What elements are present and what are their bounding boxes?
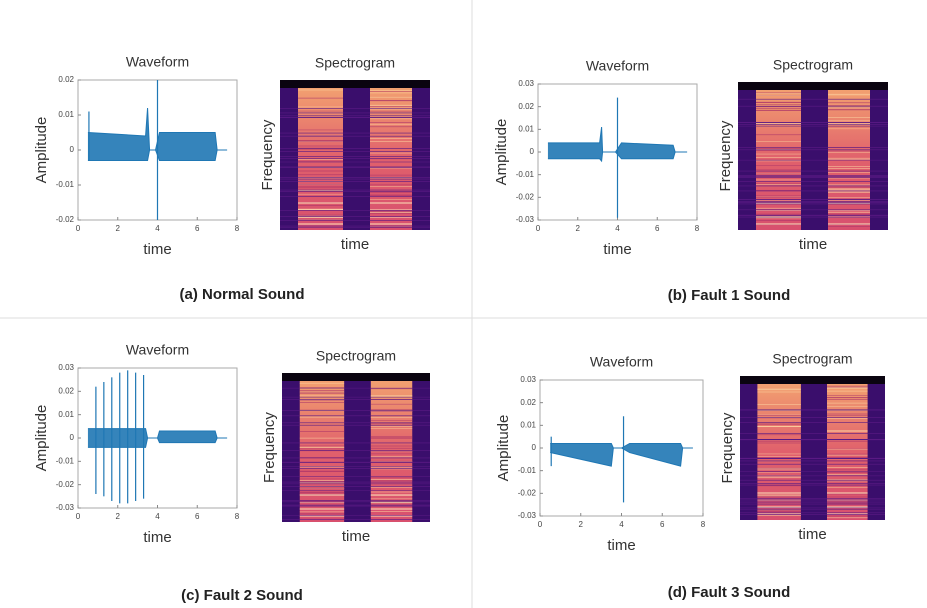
y-tick-label: -0.02 <box>56 480 75 489</box>
y-tick-label: 0.01 <box>58 110 74 119</box>
x-axis-label: time <box>603 241 631 258</box>
chart-title: Spectrogram <box>316 348 396 364</box>
chart-title: Waveform <box>126 54 189 70</box>
x-tick-label: 4 <box>155 512 160 521</box>
x-tick-label: 4 <box>155 224 160 233</box>
y-tick-label: 0 <box>532 443 537 452</box>
spectrogram-band <box>299 381 345 522</box>
y-tick-label: 0 <box>530 147 535 156</box>
y-tick-label: 0.02 <box>58 386 74 395</box>
x-axis-label: time <box>607 537 635 554</box>
waveform-envelope <box>550 447 693 467</box>
y-tick-label: 0 <box>70 433 75 442</box>
spectrogram-top <box>740 376 885 384</box>
y-tick-label: -0.02 <box>56 215 75 224</box>
x-axis-label: time <box>342 528 370 545</box>
x-tick-label: 0 <box>536 224 541 233</box>
chart-title: Spectrogram <box>315 55 395 71</box>
x-tick-label: 8 <box>695 224 700 233</box>
caption: (d) Fault 3 Sound <box>668 584 790 601</box>
waveform-band <box>550 443 693 467</box>
x-tick-label: 8 <box>235 512 240 521</box>
waveform-envelope <box>550 442 693 449</box>
caption: (c) Fault 2 Sound <box>181 587 303 604</box>
x-tick-label: 4 <box>615 224 620 233</box>
y-tick-label: 0.03 <box>58 363 74 372</box>
chart-title: Waveform <box>586 58 649 74</box>
waveform-envelope <box>87 428 228 439</box>
chart-title: Spectrogram <box>773 57 853 73</box>
y-tick-label: 0.01 <box>58 410 74 419</box>
x-axis-label: time <box>798 526 826 543</box>
y-tick-label: -0.01 <box>56 180 75 189</box>
waveform-envelope <box>87 437 228 448</box>
y-tick-label: 0.02 <box>520 398 536 407</box>
waveform-envelope <box>547 151 688 163</box>
y-tick-label: -0.02 <box>518 488 537 497</box>
y-tick-label: 0 <box>70 145 75 154</box>
y-tick-label: 0.02 <box>58 75 74 84</box>
y-axis-label: Frequency <box>259 119 276 190</box>
x-axis-label: time <box>341 236 369 253</box>
x-tick-label: 2 <box>116 224 121 233</box>
y-tick-label: -0.01 <box>516 170 535 179</box>
y-axis-label: Amplitude <box>495 415 512 482</box>
y-axis-label: Amplitude <box>33 405 50 472</box>
y-axis-label: Frequency <box>261 412 278 483</box>
spectrogram-top <box>738 82 888 90</box>
x-tick-label: 4 <box>619 520 624 529</box>
y-tick-label: 0.01 <box>520 420 536 429</box>
x-axis-label: time <box>143 529 171 546</box>
chart-title: Waveform <box>126 342 189 358</box>
x-tick-label: 0 <box>76 224 81 233</box>
x-tick-label: 2 <box>576 224 581 233</box>
y-tick-label: -0.03 <box>56 503 75 512</box>
caption: (b) Fault 1 Sound <box>668 287 790 304</box>
y-axis-label: Amplitude <box>33 117 50 184</box>
x-tick-label: 6 <box>660 520 665 529</box>
x-tick-label: 2 <box>579 520 584 529</box>
y-tick-label: -0.01 <box>56 456 75 465</box>
x-tick-label: 8 <box>235 224 240 233</box>
y-axis-label: Frequency <box>719 412 736 483</box>
x-tick-label: 6 <box>195 224 200 233</box>
x-tick-label: 0 <box>538 520 543 529</box>
spectrogram-top <box>280 80 430 88</box>
y-tick-label: 0.01 <box>518 124 534 133</box>
y-tick-label: 0.03 <box>520 375 536 384</box>
x-tick-label: 0 <box>76 512 81 521</box>
waveform-envelope <box>87 149 228 161</box>
y-axis-label: Frequency <box>717 120 734 191</box>
y-tick-label: 0.03 <box>518 79 534 88</box>
x-axis-label: time <box>799 236 827 253</box>
spectrogram-band <box>298 88 343 230</box>
x-axis-label: time <box>143 241 171 258</box>
x-tick-label: 6 <box>195 512 200 521</box>
waveform-band <box>87 108 228 161</box>
y-tick-label: -0.02 <box>516 192 535 201</box>
x-tick-label: 6 <box>655 224 660 233</box>
x-tick-label: 2 <box>116 512 121 521</box>
y-tick-label: -0.03 <box>518 511 537 520</box>
spectrogram-band <box>757 384 801 520</box>
x-tick-label: 8 <box>701 520 706 529</box>
caption: (a) Normal Sound <box>179 286 304 303</box>
chart-title: Waveform <box>590 354 653 370</box>
chart-title: Spectrogram <box>772 351 852 367</box>
y-tick-label: 0.02 <box>518 102 534 111</box>
y-tick-label: -0.01 <box>518 466 537 475</box>
y-axis-label: Amplitude <box>493 119 510 186</box>
waveform-band <box>547 127 688 162</box>
y-tick-label: -0.03 <box>516 215 535 224</box>
spectrogram-top <box>282 373 430 381</box>
